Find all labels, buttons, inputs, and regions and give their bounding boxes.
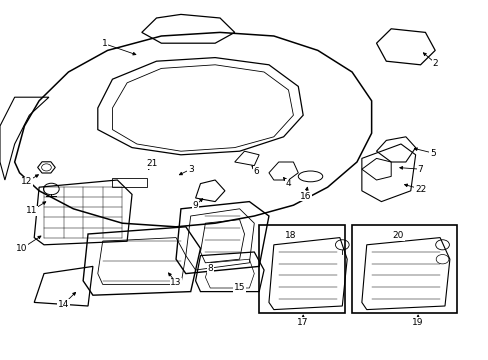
Bar: [259, 225, 344, 313]
Text: 21: 21: [145, 159, 157, 168]
Text: 9: 9: [192, 201, 198, 210]
Text: 20: 20: [392, 231, 404, 240]
Text: 16: 16: [299, 192, 311, 201]
Bar: [351, 225, 456, 313]
Text: 12: 12: [21, 177, 33, 186]
Text: 19: 19: [411, 318, 423, 327]
Text: 17: 17: [297, 318, 308, 327]
Text: 10: 10: [16, 244, 28, 253]
Text: 6: 6: [253, 166, 259, 175]
Text: 13: 13: [170, 278, 182, 287]
Text: 7: 7: [417, 165, 423, 174]
Text: 14: 14: [58, 300, 69, 309]
Text: 15: 15: [233, 284, 245, 292]
Text: 18: 18: [285, 231, 296, 240]
Text: 4: 4: [285, 179, 291, 188]
Text: 11: 11: [26, 206, 38, 215]
Text: 5: 5: [429, 149, 435, 158]
Text: 2: 2: [431, 58, 437, 68]
Text: 22: 22: [414, 184, 426, 194]
Text: 8: 8: [207, 264, 213, 273]
Text: 1: 1: [102, 40, 108, 49]
Text: 3: 3: [187, 165, 193, 174]
Bar: [112, 178, 146, 187]
